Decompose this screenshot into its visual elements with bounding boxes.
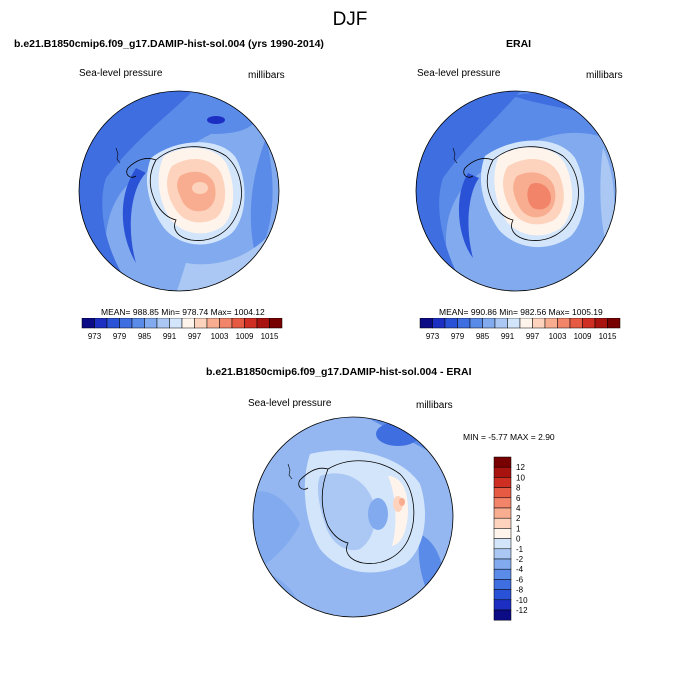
colorbar-difference-swatch (493, 497, 512, 509)
colorbar-erai-swatch (607, 318, 621, 329)
colorbar-model-swatch (181, 318, 195, 329)
panel1-stats: MEAN= 988.85 Min= 978.74 Max= 1004.12 (101, 307, 265, 317)
colorbar-erai-swatch (494, 318, 508, 329)
colorbar-erai-swatch (557, 318, 571, 329)
colorbar-erai-swatch (519, 318, 533, 329)
colorbar-model: 973 979 985 991 997 1003 1009 1015 (81, 318, 283, 341)
colorbar-erai-swatch (582, 318, 596, 329)
colorbar-erai-swatch (594, 318, 608, 329)
colorbar-model-swatch (194, 318, 208, 329)
panel1-units: millibars (248, 70, 285, 81)
panel2-units: millibars (586, 70, 623, 81)
colorbar-model-swatch (231, 318, 245, 329)
colorbar-difference-tick-label: -2 (516, 555, 524, 564)
panel2-stats: MEAN= 990.86 Min= 982.56 Max= 1005.19 (439, 307, 603, 317)
colorbar-difference-tick-label: 8 (516, 484, 521, 493)
colorbar-difference-tick-label: -10 (516, 596, 528, 605)
colorbar-difference-tick-label: -6 (516, 575, 524, 584)
colorbar-model-tick-label: 1003 (211, 332, 229, 341)
colorbar-difference-tick-label: 6 (516, 494, 521, 503)
colorbar-model-swatch (269, 318, 283, 329)
colorbar-difference-tick-label: 10 (516, 473, 525, 482)
colorbar-model-swatch (206, 318, 220, 329)
panel3-stats: MIN = -5.77 MAX = 2.90 (463, 432, 555, 442)
colorbar-model-swatch (131, 318, 145, 329)
colorbar-difference-swatch (493, 456, 512, 468)
colorbar-difference-swatch (493, 487, 512, 499)
colorbar-model-tick-label: 973 (88, 332, 102, 341)
colorbar-model-swatch (219, 318, 233, 329)
map-erai (415, 90, 617, 292)
colorbar-erai-tick-label: 1009 (574, 332, 592, 341)
colorbar-erai-swatch (419, 318, 433, 329)
colorbar-model-tick-label: 1015 (261, 332, 279, 341)
panel1-title: b.e21.B1850cmip6.f09_g17.DAMIP-hist-sol.… (14, 38, 324, 50)
colorbar-erai-tick-label: 1015 (599, 332, 617, 341)
colorbar-model-swatch (119, 318, 133, 329)
panel3-title: b.e21.B1850cmip6.f09_g17.DAMIP-hist-sol.… (206, 366, 472, 378)
colorbar-erai-tick-label: 985 (476, 332, 490, 341)
colorbar-model-tick-label: 979 (113, 332, 127, 341)
colorbar-difference-swatch (493, 568, 512, 580)
colorbar-erai-tick-label: 1003 (549, 332, 567, 341)
colorbar-difference-swatch (493, 579, 512, 590)
colorbar-difference-swatch (493, 538, 512, 550)
colorbar-difference-swatch (493, 466, 512, 478)
colorbar-difference-tick-label: 2 (516, 514, 521, 523)
colorbar-erai-tick-label: 991 (501, 332, 515, 341)
colorbar-difference-tick-label: 4 (516, 504, 521, 513)
colorbar-difference-tick-label: 12 (516, 463, 525, 472)
colorbar-model-tick-label: 997 (188, 332, 202, 341)
colorbar-erai: 973 979 985 991 997 1003 1009 1015 (419, 318, 621, 341)
colorbar-erai-swatch (444, 318, 458, 329)
colorbar-difference-tick-label: 0 (516, 535, 521, 544)
colorbar-model-swatch (106, 318, 120, 329)
colorbar-model-swatch (244, 318, 258, 329)
map-difference (252, 416, 454, 618)
colorbar-difference-swatch (493, 609, 512, 621)
map-model (78, 90, 280, 292)
figure-title: DJF (332, 9, 368, 30)
colorbar-model-swatch (144, 318, 158, 329)
colorbar-erai-swatch (532, 318, 546, 329)
colorbar-erai-swatch (482, 318, 496, 329)
colorbar-difference-tick-label: 1 (516, 524, 521, 533)
colorbar-erai-swatch (469, 318, 483, 329)
colorbar-model-tick-label: 991 (163, 332, 177, 341)
colorbar-difference-swatch (493, 589, 512, 601)
colorbar-difference-swatch (493, 477, 512, 488)
colorbar-difference-tick-label: -4 (516, 565, 524, 574)
colorbar-erai-swatch (507, 318, 521, 329)
colorbar-model-swatch (156, 318, 170, 329)
colorbar-difference-swatch (493, 517, 512, 529)
panel3-units: millibars (416, 400, 453, 411)
colorbar-model-swatch (169, 318, 183, 329)
colorbar-difference-swatch (493, 507, 512, 519)
colorbar-difference-swatch (493, 548, 512, 560)
colorbar-difference-swatch (493, 558, 512, 570)
panel3-variable: Sea-level pressure (248, 398, 332, 409)
colorbar-model-swatch (256, 318, 270, 329)
colorbar-erai-tick-label: 979 (451, 332, 465, 341)
colorbar-model-tick-label: 1009 (236, 332, 254, 341)
panel2-variable: Sea-level pressure (417, 68, 501, 79)
colorbar-erai-swatch (457, 318, 471, 329)
colorbar-erai-swatch (544, 318, 558, 329)
colorbar-difference-tick-label: -8 (516, 586, 524, 595)
colorbar-difference-swatch (493, 599, 512, 611)
colorbar-difference-tick-label: -12 (516, 606, 528, 615)
colorbar-difference-swatch (493, 528, 512, 539)
colorbar-model-swatch (81, 318, 95, 329)
colorbar-erai-swatch (569, 318, 583, 329)
panel1-variable: Sea-level pressure (79, 68, 163, 79)
colorbar-model-swatch (94, 318, 108, 329)
colorbar-difference-tick-label: -1 (516, 545, 524, 554)
colorbar-erai-swatch (432, 318, 446, 329)
colorbar-model-tick-label: 985 (138, 332, 152, 341)
colorbar-erai-tick-label: 973 (426, 332, 440, 341)
colorbar-erai-tick-label: 997 (526, 332, 540, 341)
panel2-title: ERAI (506, 38, 532, 50)
